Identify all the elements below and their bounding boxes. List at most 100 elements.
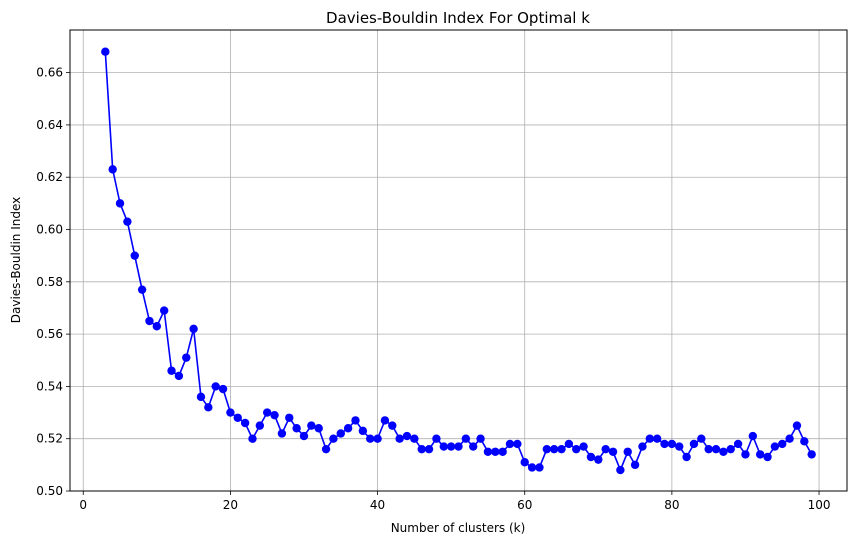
series (101, 47, 816, 475)
data-point (270, 410, 279, 420)
data-point (395, 434, 404, 443)
y-tick-label: 0.54 (36, 379, 63, 393)
data-point (292, 424, 301, 433)
data-point (476, 434, 485, 443)
data-point (505, 439, 515, 449)
data-point (285, 413, 294, 422)
data-point (189, 324, 198, 334)
x-tick-label: 20 (223, 498, 238, 512)
y-tick-label: 0.60 (36, 223, 63, 237)
plot-frame (69, 29, 848, 492)
data-point (137, 285, 147, 294)
data-point (491, 447, 500, 456)
data-point (652, 434, 662, 443)
data-point (336, 429, 345, 438)
data-point (204, 403, 213, 412)
data-point (314, 424, 323, 433)
y-tick-label: 0.52 (36, 432, 63, 446)
data-point (152, 322, 162, 331)
data-point (557, 444, 566, 454)
x-axis-label: Number of clusters (k) (391, 521, 526, 535)
y-tick-label: 0.50 (36, 484, 63, 498)
data-point (667, 439, 677, 449)
data-point (586, 452, 596, 462)
data-point (748, 431, 758, 441)
data-point (675, 442, 684, 451)
y-tick-label: 0.66 (36, 66, 63, 80)
data-point (299, 431, 309, 441)
data-point (520, 458, 529, 467)
data-point (211, 382, 220, 391)
data-point (800, 437, 809, 446)
data-point (174, 371, 184, 381)
data-point (726, 444, 735, 454)
data-point (616, 465, 625, 475)
data-point (535, 463, 544, 472)
data-point (410, 434, 419, 443)
data-point (770, 442, 780, 451)
data-point (248, 434, 257, 443)
data-point (329, 434, 338, 443)
data-point (697, 434, 706, 443)
data-point (483, 447, 493, 456)
data-point (240, 418, 250, 428)
data-point (454, 442, 463, 451)
data-point (719, 447, 728, 456)
data-point (601, 444, 610, 454)
data-point (446, 442, 456, 451)
data-point (366, 434, 375, 443)
data-point (513, 439, 522, 449)
data-point (358, 426, 368, 436)
data-point (741, 450, 750, 459)
data-point (321, 444, 331, 454)
data-point (130, 251, 139, 260)
data-point (711, 444, 721, 454)
x-tick-label: 80 (664, 498, 679, 512)
data-point (645, 434, 655, 443)
data-point (351, 416, 360, 425)
data-point (755, 450, 765, 459)
data-point (307, 421, 316, 430)
data-point (145, 316, 154, 326)
data-point (233, 413, 242, 422)
x-tick-label: 100 (808, 498, 831, 512)
grid (70, 30, 847, 492)
y-tick-label: 0.64 (36, 118, 63, 132)
chart-title: Davies-Bouldin Index For Optimal k (326, 9, 590, 27)
data-point (101, 47, 110, 56)
data-point (778, 439, 787, 449)
data-point (469, 442, 478, 451)
data-point (785, 434, 794, 443)
data-point (432, 434, 441, 443)
y-tick-label: 0.58 (36, 275, 63, 289)
data-point (424, 444, 434, 454)
data-point (402, 431, 412, 441)
data-point (704, 444, 713, 454)
data-point (196, 392, 206, 402)
data-point (108, 165, 117, 174)
data-point (388, 421, 397, 430)
x-tick-label: 40 (370, 498, 385, 512)
data-point (167, 366, 176, 375)
data-point (682, 452, 691, 462)
data-point (182, 353, 191, 362)
data-point (623, 447, 632, 456)
data-point (417, 444, 426, 454)
data-point (608, 447, 618, 456)
data-point (660, 439, 669, 449)
data-point (159, 306, 169, 315)
data-point (792, 421, 802, 430)
data-point (343, 424, 353, 433)
data-point (542, 444, 551, 454)
ticks: 0 20 40 60 80 100 0.50 0.52 0.54 0.56 0.58 0.60 0.62… (36, 66, 830, 512)
x-tick-label: 0 (79, 498, 87, 512)
data-point (123, 217, 132, 226)
data-point (115, 199, 125, 208)
data-point (638, 442, 647, 451)
data-point (262, 408, 272, 417)
data-point (763, 452, 772, 462)
data-point (579, 442, 588, 451)
data-point (255, 421, 265, 430)
